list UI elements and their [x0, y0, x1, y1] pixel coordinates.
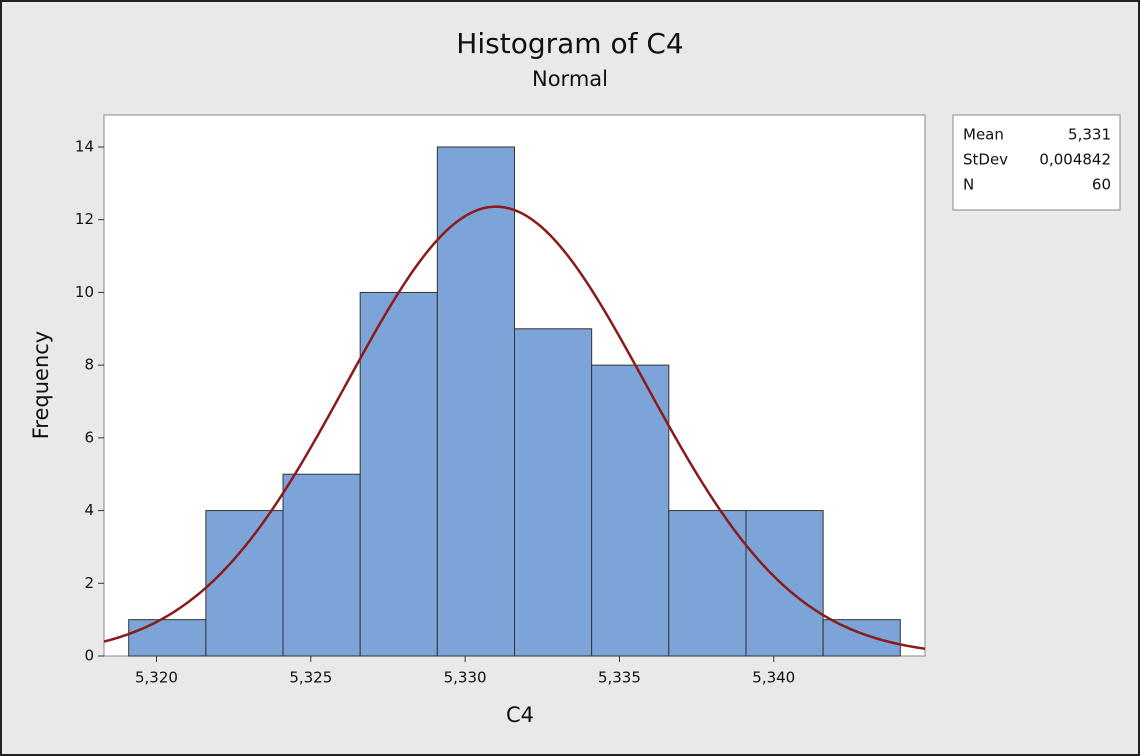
stats-value: 0,004842 [1039, 151, 1111, 169]
stats-box [952, 114, 1121, 211]
bar [514, 328, 593, 657]
x-tick-label: 5,325 [289, 669, 332, 687]
y-tick-label: 10 [75, 283, 94, 301]
bar [436, 146, 515, 657]
y-tick-label: 14 [75, 137, 94, 155]
x-tick-label: 5,340 [752, 669, 795, 687]
y-tick-label: 12 [75, 210, 94, 228]
stats-label: StDev [963, 151, 1008, 169]
stats-label: N [963, 176, 974, 194]
chart-subtitle: Normal [532, 67, 608, 91]
y-tick-label: 6 [84, 428, 94, 446]
x-axis-label: C4 [506, 703, 534, 727]
bar [205, 510, 284, 657]
bar [822, 619, 901, 657]
stats-value: 5,331 [1068, 126, 1111, 144]
x-tick-label: 5,320 [135, 669, 178, 687]
bar [128, 619, 207, 657]
y-axis-label: Frequency [29, 331, 53, 440]
stats-value: 60 [1092, 176, 1111, 194]
x-tick-label: 5,330 [444, 669, 487, 687]
normal-curve [103, 205, 926, 650]
x-tick-label: 5,335 [598, 669, 641, 687]
bar [668, 510, 747, 657]
bar [591, 364, 670, 657]
y-tick-label: 4 [84, 501, 94, 519]
stats-label: Mean [963, 126, 1004, 144]
bar [359, 291, 438, 657]
bar [282, 473, 361, 657]
y-tick-label: 0 [84, 647, 94, 665]
y-tick-label: 8 [84, 356, 94, 374]
bar [745, 510, 824, 657]
chart-title: Histogram of C4 [456, 27, 683, 60]
y-tick-label: 2 [84, 574, 94, 592]
